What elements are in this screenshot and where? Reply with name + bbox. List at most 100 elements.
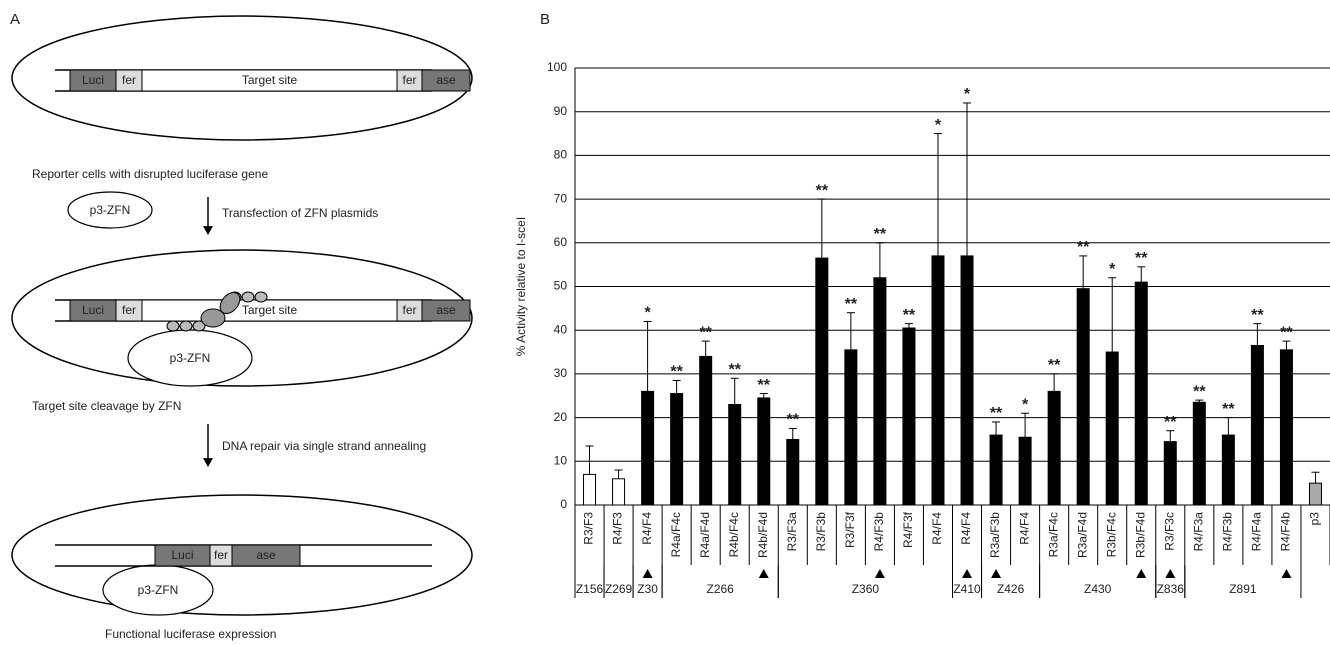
bar xyxy=(1250,344,1264,506)
significance: ** xyxy=(1135,250,1148,267)
triangle-marker xyxy=(874,569,885,578)
segment-label: ase xyxy=(436,303,456,317)
x-tick-label: R3/F3 xyxy=(582,512,596,545)
group-label: Z360 xyxy=(852,582,880,596)
segment-label: fer xyxy=(122,303,136,317)
x-tick-label: R4/F3b xyxy=(1221,512,1235,552)
bar xyxy=(728,403,742,506)
zfn-finger xyxy=(179,320,193,332)
zfn-finger xyxy=(192,320,206,332)
x-tick-label: R3/F3f xyxy=(843,511,857,548)
significance: * xyxy=(644,305,651,322)
significance: ** xyxy=(1280,324,1293,341)
x-tick-label: p3 xyxy=(1308,512,1322,526)
bar xyxy=(989,434,1003,506)
panel-a: A xyxy=(10,11,473,616)
significance: ** xyxy=(1222,401,1235,418)
x-tick-label: R4b/F4d xyxy=(756,512,770,558)
segment-label: Luci xyxy=(171,548,193,562)
bar xyxy=(612,478,626,506)
panel-label: B xyxy=(540,11,550,28)
triangle-marker xyxy=(758,569,769,578)
group-label: Z891 xyxy=(1229,582,1257,596)
significance: ** xyxy=(758,377,771,394)
significance: ** xyxy=(787,412,800,429)
triangle-marker xyxy=(642,569,653,578)
caption: Transfection of ZFN plasmids xyxy=(222,206,378,220)
bar xyxy=(641,390,655,506)
x-tick-label: R3a/F4d xyxy=(1075,512,1089,558)
y-axis-label: % Activity relative to I-sceI xyxy=(514,217,528,356)
bar xyxy=(1163,441,1177,506)
significance: ** xyxy=(816,182,829,199)
bar xyxy=(960,255,974,506)
significance: ** xyxy=(699,324,712,341)
significance: ** xyxy=(1077,239,1090,256)
group-label: Z269 xyxy=(605,582,633,596)
gene-segment xyxy=(231,544,301,567)
significance: ** xyxy=(1251,307,1264,324)
zfn-finger xyxy=(166,320,180,332)
bar xyxy=(902,327,916,506)
group-label: Z430 xyxy=(1084,582,1112,596)
group-label: Z426 xyxy=(997,582,1025,596)
triangle-marker xyxy=(991,569,1002,578)
nuclease xyxy=(200,308,226,328)
x-tick-label: R3a/F3b xyxy=(988,512,1002,558)
caption: Target site cleavage by ZFN xyxy=(32,399,181,413)
bar xyxy=(873,277,887,506)
cell xyxy=(11,15,473,141)
cell xyxy=(11,249,473,387)
triangle-marker xyxy=(962,569,973,578)
y-tick-label: 0 xyxy=(560,497,567,511)
bar xyxy=(1279,349,1293,506)
bar xyxy=(815,257,829,506)
significance: * xyxy=(935,117,942,134)
segment-label: Luci xyxy=(82,73,104,87)
arrow-head xyxy=(203,226,213,235)
segment-label: Luci xyxy=(82,303,104,317)
significance: * xyxy=(1109,261,1116,278)
x-tick-label: R4/F4 xyxy=(959,512,973,545)
bar xyxy=(757,397,771,506)
x-tick-label: R4/F3b xyxy=(872,512,886,552)
bar xyxy=(670,393,684,506)
panel-label: A xyxy=(10,11,20,28)
x-tick-label: R3b/F4d xyxy=(1133,512,1147,558)
segment-label: fer xyxy=(402,303,416,317)
significance: ** xyxy=(1164,414,1177,431)
triangle-marker xyxy=(1165,569,1176,578)
cell xyxy=(11,494,473,616)
group-label: Z266 xyxy=(707,582,735,596)
bar xyxy=(699,355,713,506)
significance: * xyxy=(1022,396,1029,413)
y-tick-label: 30 xyxy=(554,366,568,380)
triangle-marker xyxy=(1281,569,1292,578)
y-tick-label: 50 xyxy=(554,279,568,293)
y-tick-label: 40 xyxy=(554,322,568,336)
bar xyxy=(1192,401,1206,506)
bar xyxy=(786,438,800,506)
zfn-finger xyxy=(254,291,268,303)
triangle-marker xyxy=(1136,569,1147,578)
zfn-finger xyxy=(241,291,255,303)
segment-label: fer xyxy=(122,73,136,87)
significance: ** xyxy=(845,296,858,313)
segment-label: fer xyxy=(402,73,416,87)
significance: ** xyxy=(670,364,683,381)
bar xyxy=(844,349,858,506)
x-tick-label: R4b/F4c xyxy=(727,512,741,557)
x-tick-label: R3b/F4c xyxy=(1104,512,1118,557)
nuclease xyxy=(219,291,241,315)
bar xyxy=(1221,434,1235,506)
significance: ** xyxy=(903,307,916,324)
bar xyxy=(1308,482,1322,506)
caption: DNA repair via single strand annealing xyxy=(222,439,426,453)
y-tick-label: 70 xyxy=(554,191,568,205)
x-tick-label: R4a/F4d xyxy=(698,512,712,558)
x-tick-label: R4/F4 xyxy=(1017,512,1031,545)
group-label: Z30 xyxy=(637,582,658,596)
bar xyxy=(1047,390,1061,506)
x-tick-label: R4/F4 xyxy=(640,512,654,545)
